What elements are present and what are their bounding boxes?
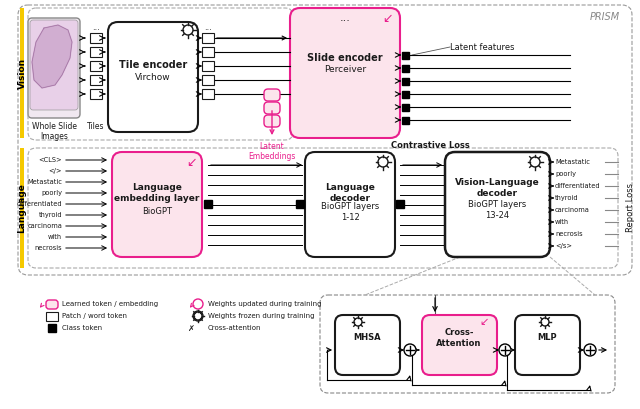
Bar <box>401 90 408 97</box>
Text: BioGPT layers
13-24: BioGPT layers 13-24 <box>468 200 526 220</box>
Text: with: with <box>48 234 62 240</box>
Text: Tiles: Tiles <box>87 122 105 131</box>
Text: Vision: Vision <box>17 57 26 89</box>
Text: ...: ... <box>340 13 351 23</box>
Bar <box>204 200 212 208</box>
Text: Language
decoder: Language decoder <box>325 182 375 203</box>
FancyBboxPatch shape <box>46 300 58 309</box>
FancyBboxPatch shape <box>46 312 58 321</box>
Text: thyroid: thyroid <box>555 195 579 201</box>
Text: <CLS>: <CLS> <box>38 157 62 163</box>
FancyBboxPatch shape <box>422 315 497 375</box>
FancyBboxPatch shape <box>202 89 214 99</box>
Text: necrosis: necrosis <box>35 245 62 251</box>
Bar <box>401 65 408 72</box>
Text: Learned token / embedding: Learned token / embedding <box>62 301 158 307</box>
Text: Language: Language <box>17 183 26 233</box>
Text: ↙: ↙ <box>479 317 489 327</box>
Bar <box>396 200 404 208</box>
FancyBboxPatch shape <box>515 315 580 375</box>
Bar <box>48 324 56 332</box>
Text: Report Loss: Report Loss <box>626 184 635 232</box>
Circle shape <box>404 344 416 356</box>
Text: MLP: MLP <box>537 333 557 342</box>
Bar <box>401 77 408 85</box>
Text: Class token: Class token <box>62 325 102 331</box>
Text: Perceiver: Perceiver <box>324 65 366 74</box>
FancyBboxPatch shape <box>305 152 395 257</box>
FancyBboxPatch shape <box>202 47 214 57</box>
FancyBboxPatch shape <box>90 61 102 71</box>
Text: Weights updated during training: Weights updated during training <box>208 301 321 307</box>
Text: Latent
Embeddings: Latent Embeddings <box>248 142 296 162</box>
Text: Tile encoder: Tile encoder <box>119 60 187 70</box>
Circle shape <box>584 344 596 356</box>
Text: carcinoma: carcinoma <box>27 223 62 229</box>
FancyBboxPatch shape <box>108 22 198 132</box>
Text: Patch / word token: Patch / word token <box>62 313 127 319</box>
Bar <box>296 200 304 208</box>
Text: MHSA: MHSA <box>353 333 381 342</box>
FancyBboxPatch shape <box>335 315 400 375</box>
Text: BioGPT: BioGPT <box>142 207 172 216</box>
Text: Contrastive Loss: Contrastive Loss <box>390 141 469 150</box>
FancyBboxPatch shape <box>320 295 615 393</box>
Text: differentiated: differentiated <box>555 183 600 189</box>
Text: Weights frozen during training: Weights frozen during training <box>208 313 314 319</box>
Text: necrosis: necrosis <box>555 231 582 237</box>
Bar <box>401 52 408 58</box>
Polygon shape <box>32 25 72 88</box>
Text: Metastatic: Metastatic <box>27 179 62 185</box>
Text: BioGPT layers
1-12: BioGPT layers 1-12 <box>321 202 379 222</box>
Circle shape <box>499 344 511 356</box>
FancyBboxPatch shape <box>264 89 280 101</box>
Text: Latent features: Latent features <box>450 43 515 52</box>
Bar <box>401 103 408 110</box>
Text: differentiated: differentiated <box>17 201 62 207</box>
FancyBboxPatch shape <box>28 18 80 118</box>
Bar <box>20 148 24 268</box>
Text: ↙: ↙ <box>187 155 197 169</box>
FancyBboxPatch shape <box>202 75 214 85</box>
FancyBboxPatch shape <box>90 75 102 85</box>
FancyBboxPatch shape <box>202 33 214 43</box>
Text: Virchow: Virchow <box>135 74 171 83</box>
FancyBboxPatch shape <box>30 20 78 110</box>
Bar <box>401 117 408 124</box>
Text: poorly: poorly <box>41 190 62 196</box>
Text: thyroid: thyroid <box>38 212 62 218</box>
Bar <box>20 8 24 138</box>
Text: poorly: poorly <box>555 171 576 177</box>
FancyBboxPatch shape <box>290 8 400 138</box>
Text: with: with <box>555 219 569 225</box>
Text: Language
embedding layer: Language embedding layer <box>115 182 200 203</box>
Text: ✗: ✗ <box>188 324 195 333</box>
Text: </>: </> <box>49 168 62 174</box>
Text: ...: ... <box>92 23 100 32</box>
FancyBboxPatch shape <box>90 89 102 99</box>
Text: Cross-attention: Cross-attention <box>208 325 262 331</box>
FancyBboxPatch shape <box>202 61 214 71</box>
FancyBboxPatch shape <box>112 152 202 257</box>
Text: Cross-
Attention: Cross- Attention <box>436 328 482 348</box>
FancyBboxPatch shape <box>90 33 102 43</box>
Text: carcinoma: carcinoma <box>555 207 590 213</box>
Text: ↙: ↙ <box>383 11 393 25</box>
Text: Vision-Language
decoder: Vision-Language decoder <box>454 178 540 198</box>
FancyBboxPatch shape <box>264 115 280 127</box>
Text: </s>: </s> <box>555 243 572 249</box>
FancyBboxPatch shape <box>90 47 102 57</box>
Text: Metastatic: Metastatic <box>555 159 590 165</box>
Text: ...: ... <box>204 23 212 32</box>
FancyBboxPatch shape <box>264 102 280 114</box>
Text: PRISM: PRISM <box>590 12 620 22</box>
Text: Whole Slide
Images: Whole Slide Images <box>31 122 77 142</box>
FancyBboxPatch shape <box>445 152 550 257</box>
Text: Slide encoder: Slide encoder <box>307 53 383 63</box>
